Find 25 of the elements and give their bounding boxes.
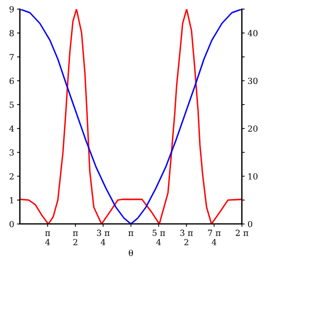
- y-tick-label: 8: [10, 30, 14, 36]
- y-tick-label: 7: [10, 54, 14, 60]
- y2-tick-label: 20: [248, 125, 258, 132]
- x-tick-label: π 4: [45, 232, 50, 246]
- x-tick-label: 5 π 4: [152, 230, 166, 246]
- x-tick-label: 2 π: [236, 230, 248, 236]
- y2-tick-label: 40: [248, 30, 258, 36]
- y2-tick-label: 0: [248, 220, 252, 228]
- y-tick-label: 3: [10, 149, 14, 156]
- y-tick-label: 2: [10, 173, 14, 180]
- y2-tick-label: 30: [248, 78, 258, 84]
- y-tick-label: 4: [9, 125, 14, 132]
- x-tick-label: π 2: [72, 232, 78, 246]
- y-tick-label: 1: [10, 197, 14, 204]
- y-tick-label: 9: [10, 6, 14, 12]
- x-axis-title: θ: [128, 250, 133, 256]
- x-tick-label: 7 π 4: [208, 230, 221, 246]
- y-tick-label: 0: [10, 220, 14, 228]
- line-series: [20, 9, 242, 224]
- x-tick-label: 3 π 2: [180, 230, 193, 246]
- y-tick-label: 6: [10, 78, 14, 84]
- x-tick-label: 3 π 4: [97, 230, 110, 246]
- y2-tick-label: 10: [248, 173, 258, 180]
- y-tick-label: 5: [10, 102, 14, 108]
- x-tick-label: π: [128, 232, 134, 236]
